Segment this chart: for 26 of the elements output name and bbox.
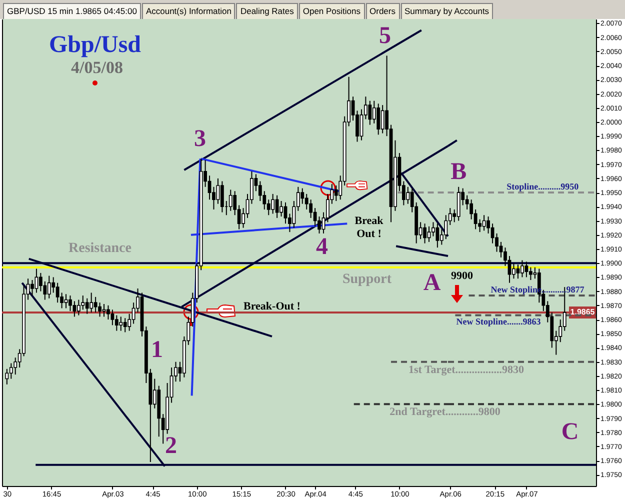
annotation: 3 (194, 126, 206, 152)
annotation: 9900 (451, 270, 474, 282)
annotation: Stopline..........9950 (506, 182, 580, 192)
annotation: 5 (379, 23, 391, 49)
tab: Open Positions (298, 3, 365, 19)
annotation: Break-Out ! (244, 300, 300, 312)
tab: Account(s) Information (142, 3, 236, 19)
annotation: B (450, 158, 467, 185)
annotation: New Stopline.......9863 (456, 316, 542, 326)
annotation: 2nd Targret............9800 (390, 406, 501, 418)
annotation: C (561, 419, 579, 445)
tab: Orders (366, 3, 400, 19)
annotation: 4 (316, 234, 328, 260)
tab: Summary by Accounts (400, 3, 494, 19)
annotation: Break Out ! (354, 215, 384, 240)
annotation: 1 (151, 337, 163, 363)
text: 4/05/08 (71, 58, 123, 77)
tab: Dealing Rates (236, 3, 298, 19)
ref-line-label: 1.9865 (570, 307, 596, 316)
tab: GBP/USD 15 min 1.9865 04:45:00 (3, 3, 141, 19)
text: Gbp/Usd (48, 32, 142, 58)
annotation: A (423, 270, 442, 296)
annotation: 2 (165, 433, 177, 459)
annotation: Resistance (68, 241, 132, 256)
annotation: Support (342, 272, 392, 287)
annotation: 1st Target.................9830 (408, 364, 524, 376)
